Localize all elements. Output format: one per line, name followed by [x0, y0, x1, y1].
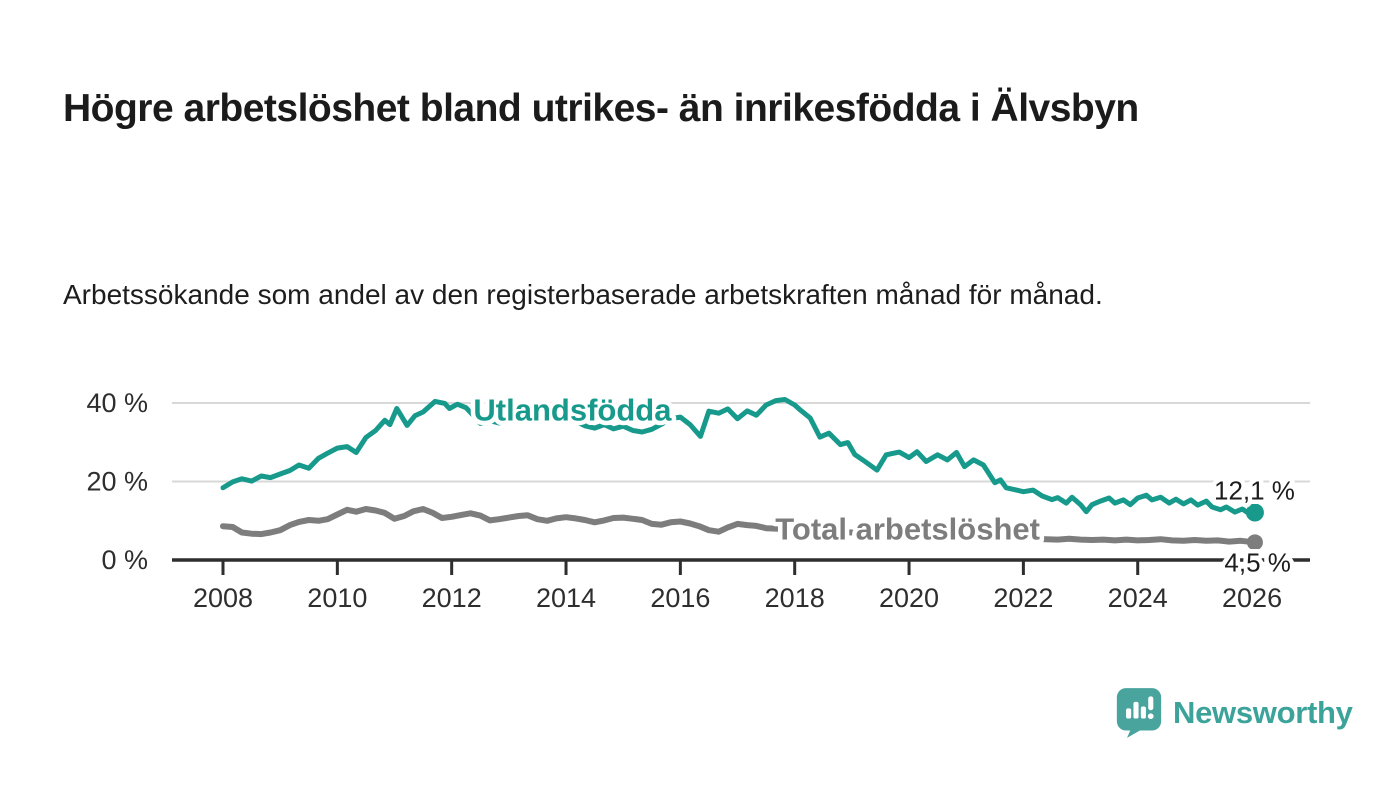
x-tick-label-2012: 2012	[422, 583, 482, 613]
x-tick-label-2020: 2020	[879, 583, 939, 613]
logo-bars	[1126, 696, 1154, 720]
x-tick-label-2018: 2018	[765, 583, 825, 613]
chart-subtitle: Arbetssökande som andel av den registerb…	[63, 279, 1103, 310]
y-tick-label-40: 40 %	[86, 388, 148, 418]
end-value-label-0: 12,1 %	[1214, 476, 1295, 506]
series-end-dot-1	[1246, 534, 1263, 551]
series-line-1	[220, 506, 1258, 546]
series-label-1: Total arbetslöshet	[775, 512, 1040, 547]
x-tick-label-2026: 2026	[1222, 583, 1282, 613]
x-tick-label-2010: 2010	[307, 583, 367, 613]
x-tick-label-2016: 2016	[650, 583, 710, 613]
x-tick-label-2014: 2014	[536, 583, 596, 613]
x-tick-label-2022: 2022	[993, 583, 1053, 613]
series-end-dot-0	[1245, 503, 1264, 522]
newsworthy-logo-icon	[1116, 688, 1162, 738]
brand-footer: Newsworthy	[1115, 686, 1353, 740]
x-tick-label-2024: 2024	[1108, 583, 1168, 613]
page-title: Högre arbetslöshet bland utrikes- än inr…	[63, 87, 1139, 131]
series-line-0	[220, 397, 1258, 517]
y-tick-label-20: 20 %	[86, 467, 148, 497]
y-tick-label-0: 0 %	[101, 545, 148, 575]
brand-name: Newsworthy	[1173, 695, 1353, 730]
end-value-label-1: 4,5 %	[1224, 547, 1291, 577]
x-tick-label-2008: 2008	[193, 583, 253, 613]
series-label-0: Utlandsfödda	[473, 392, 672, 427]
